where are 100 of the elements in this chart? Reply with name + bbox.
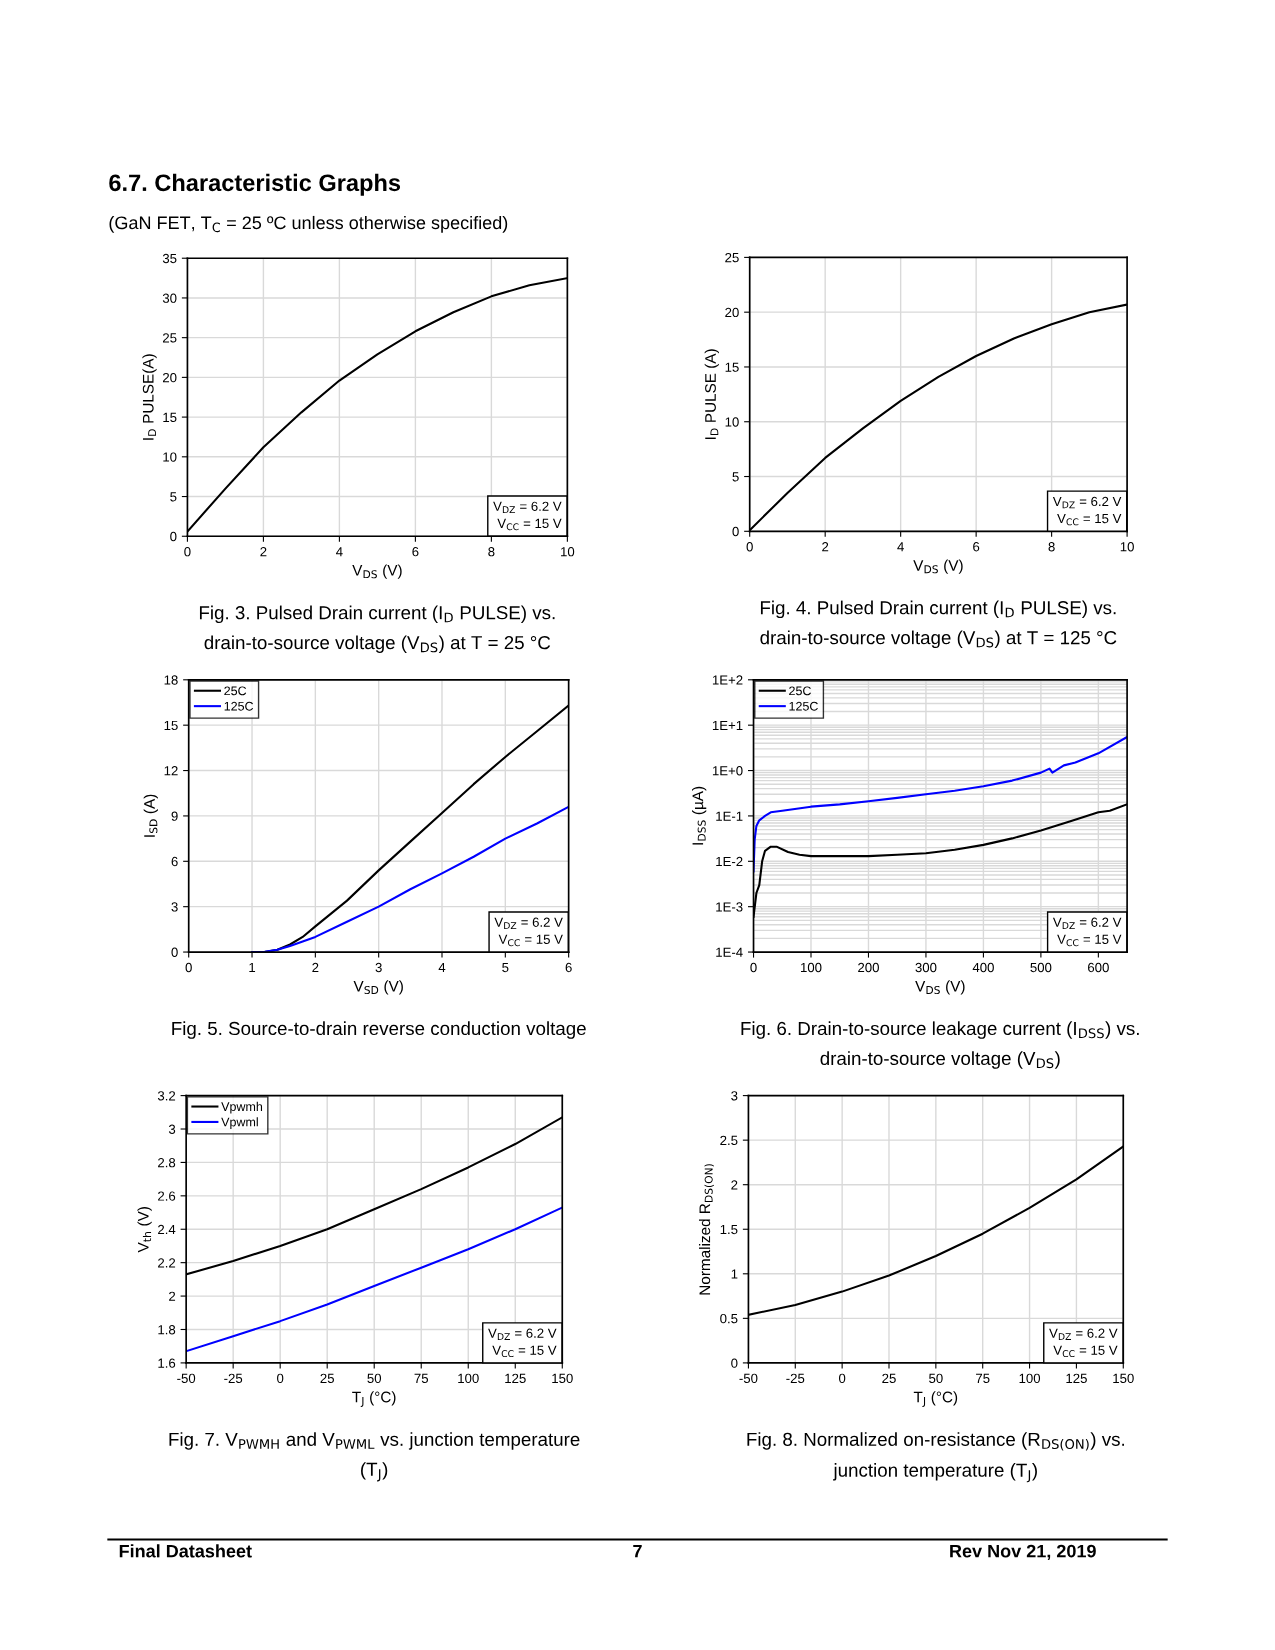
x-tick-label: 100 — [801, 962, 822, 973]
y-tick-label: 1E+0 — [712, 766, 743, 776]
y-tick-label: 25 — [163, 333, 177, 343]
y-tick-label: 15 — [725, 362, 739, 372]
x-tick-label: 5 — [502, 962, 509, 973]
y-tick-label: 0 — [731, 1358, 738, 1368]
y-tick-label: 30 — [162, 293, 177, 303]
text: Final Datasheet — [119, 1544, 252, 1558]
text: Rev Nov 21, 2019 — [950, 1544, 1096, 1561]
legend-label: Vpwml — [221, 1117, 258, 1129]
y-tick-label: 1.5 — [720, 1224, 738, 1235]
x-tick-label: 150 — [552, 1373, 573, 1384]
y-tick-label: 20 — [725, 307, 739, 318]
x-tick-label: 1 — [249, 962, 256, 973]
y-tick-label: 3 — [171, 902, 178, 912]
y-tick-label: 1E+2 — [712, 675, 743, 685]
x-tick-label: 0 — [184, 547, 191, 557]
y-tick-label: 1 — [731, 1269, 738, 1279]
y-tick-label: 3 — [168, 1124, 176, 1134]
x-tick-label: 2 — [312, 962, 319, 973]
x-axis-title: V$_{DS}$ (V) — [915, 980, 965, 995]
x-tick-label: 0 — [185, 962, 192, 973]
y-tick-label: 10 — [163, 452, 177, 462]
y-tick-label: 2.4 — [158, 1224, 176, 1235]
y-tick-label: 1.8 — [158, 1325, 176, 1335]
y-tick-label: 2.6 — [158, 1191, 176, 1201]
y-tick-label: 3 — [731, 1091, 738, 1101]
x-tick-label: 75 — [976, 1373, 990, 1384]
x-tick-label: 25 — [320, 1373, 334, 1384]
y-tick-label: 0 — [170, 531, 177, 542]
y-tick-label: 18 — [164, 675, 178, 685]
x-tick-label: -25 — [224, 1373, 243, 1384]
x-tick-label: -50 — [177, 1373, 196, 1384]
text: 6.7. Characteristic Graphs — [109, 173, 401, 196]
y-tick-label: 6 — [171, 856, 178, 867]
x-tick-label: 200 — [858, 962, 879, 973]
y-tick-label: 35 — [162, 253, 177, 264]
x-tick-label: 50 — [929, 1373, 943, 1384]
x-tick-label: -50 — [739, 1373, 758, 1384]
y-tick-label: 1E-3 — [716, 902, 743, 912]
text: V$_{DZ}$ = 6.2 V V$_{CC}$ = 15 V — [493, 501, 562, 531]
x-tick-label: 0 — [277, 1373, 284, 1384]
y-tick-label: 5 — [170, 492, 177, 502]
text: Fig. 7. V$_{PWMH}$ and V$_{PWML}$ vs. junction temperature (T$_{J}$) — [169, 1432, 580, 1482]
legend-label: 25C — [789, 686, 811, 696]
y-tick-label: 1.6 — [158, 1358, 176, 1368]
y-axis-title: V$_{th}$ (V) — [137, 1207, 152, 1253]
chart-title: Fig. 6. Drain-to-source leakage current (I$_{DSS}$) vs. drain-to-source voltage (V$_{DS}$) — [741, 1021, 1139, 1069]
y-tick-label: 25 — [725, 252, 739, 263]
text: V$_{DZ}$ = 6.2 V V$_{CC}$ = 15 V — [1049, 1328, 1118, 1358]
x-tick-label: 600 — [1088, 962, 1109, 973]
y-tick-label: 1E-1 — [716, 811, 743, 821]
x-tick-label: 6 — [412, 547, 419, 557]
legend-label: Vpwmh — [221, 1101, 263, 1114]
x-axis-title: V$_{SD}$ (V) — [353, 980, 403, 995]
y-tick-label: 3.2 — [157, 1091, 176, 1101]
text: 7 — [633, 1544, 642, 1558]
y-tick-label: 1E+1 — [712, 720, 743, 730]
x-tick-label: 10 — [561, 547, 575, 557]
y-axis-title: I$_{SD}$ (A) — [143, 794, 158, 837]
x-tick-label: 300 — [915, 962, 937, 973]
y-tick-label: 2.2 — [158, 1258, 176, 1268]
y-tick-label: 12 — [164, 766, 178, 776]
text: V$_{DZ}$ = 6.2 V V$_{CC}$ = 15 V — [488, 1328, 557, 1358]
text: V$_{DZ}$ = 6.2 V V$_{CC}$ = 15 V — [1052, 917, 1122, 947]
x-tick-label: 4 — [438, 962, 446, 973]
x-axis-title: T$_{J}$ (°C) — [352, 1391, 396, 1407]
x-tick-label: -25 — [786, 1373, 805, 1384]
text: V$_{DZ}$ = 6.2 V V$_{CC}$ = 15 V — [494, 917, 563, 947]
y-tick-label: 10 — [725, 417, 739, 427]
x-tick-label: 25 — [882, 1373, 896, 1384]
y-tick-label: 15 — [163, 412, 177, 423]
y-tick-label: 9 — [171, 811, 178, 821]
text: Fig. 5. Source-to-drain reverse conduction voltage — [172, 1021, 586, 1039]
x-tick-label: 4 — [897, 542, 904, 552]
chart-title: Fig. 4. Pulsed Drain current (I$_{D}$ PULSE) vs. drain-to-source voltage (V$_{DS}$) at T = 125 °C — [760, 600, 1117, 649]
x-axis-title: V$_{DS}$ (V) — [352, 564, 402, 579]
x-tick-label: 2 — [822, 542, 829, 552]
y-tick-label: 2.8 — [158, 1157, 176, 1168]
y-tick-label: 20 — [163, 372, 177, 383]
x-tick-label: 6 — [565, 962, 572, 973]
y-tick-label: 5 — [732, 472, 739, 482]
x-tick-label: 0 — [750, 962, 757, 973]
x-tick-label: 125 — [505, 1373, 526, 1384]
x-tick-label: 2 — [260, 547, 267, 557]
y-tick-label: 15 — [164, 720, 178, 731]
y-tick-label: 1E-4 — [716, 947, 743, 957]
y-tick-label: 0.5 — [720, 1313, 738, 1324]
y-tick-label: 2 — [731, 1180, 738, 1190]
y-tick-label: 0 — [732, 526, 739, 537]
y-axis-title: I$_{D}$ PULSE(A) — [142, 354, 157, 440]
x-tick-label: 3 — [375, 962, 382, 973]
x-axis-title: T$_{J}$ (°C) — [913, 1391, 958, 1407]
x-tick-label: 500 — [1030, 962, 1052, 973]
y-tick-label: 2.5 — [720, 1135, 738, 1146]
x-tick-label: 6 — [973, 542, 980, 552]
chart-title: Fig. 3. Pulsed Drain current (I$_{D}$ PULSE) vs. drain-to-source voltage (V$_{DS}$) at T = 25 °C — [199, 605, 555, 653]
y-tick-label: 2 — [169, 1291, 176, 1301]
x-tick-label: 75 — [414, 1373, 429, 1384]
x-tick-label: 100 — [1019, 1373, 1041, 1384]
